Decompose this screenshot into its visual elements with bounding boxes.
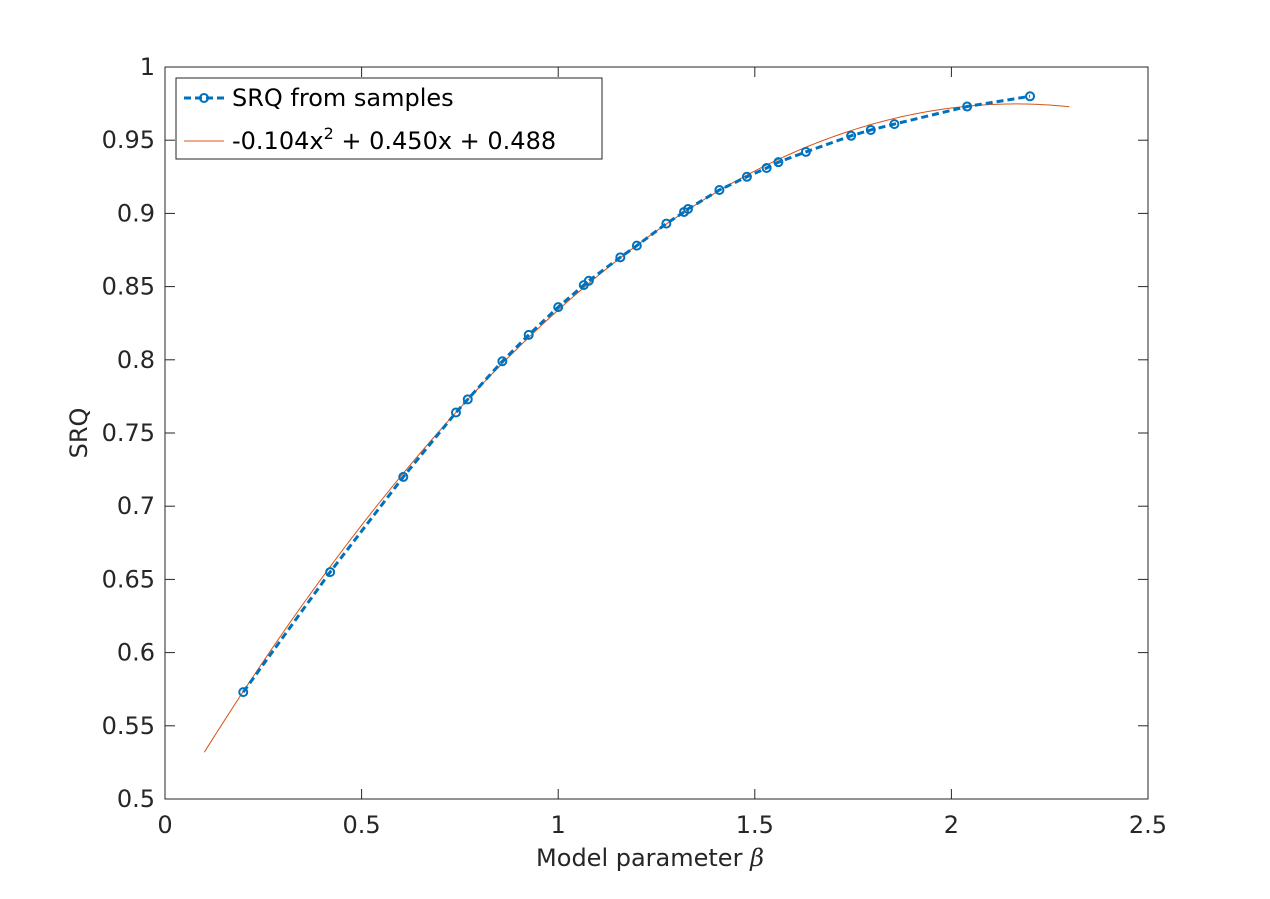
axis-ticks xyxy=(164,66,1149,800)
sample-point xyxy=(615,252,626,263)
y-tick-label: 0.75 xyxy=(102,419,155,447)
y-tick-label: 0.85 xyxy=(102,273,155,301)
y-tick-label: 1 xyxy=(140,53,155,81)
legend-fit-label: -0.104x2 + 0.450x + 0.488 xyxy=(232,124,556,155)
y-tick-label: 0.65 xyxy=(102,565,155,593)
x-tick-label: 1 xyxy=(551,811,566,839)
sample-point xyxy=(398,471,409,482)
sample-point xyxy=(583,275,594,286)
sample-series-layer xyxy=(238,91,1036,698)
sample-point xyxy=(661,218,672,229)
y-tick-label: 0.95 xyxy=(102,126,155,154)
axis-tick-labels: 0 0.5 1 1.5 2 2.50.50.550.60.650.70.750.80.85… xyxy=(102,53,1168,839)
sample-point xyxy=(741,171,752,182)
sample-point xyxy=(450,407,461,418)
legend-fit-rest: + 0.450x + 0.488 xyxy=(334,127,556,155)
y-tick-label: 0.6 xyxy=(117,639,155,667)
y-axis-title: SRQ xyxy=(65,408,93,459)
sample-line xyxy=(242,94,1031,694)
sample-point xyxy=(1025,91,1036,102)
sample-point xyxy=(553,302,564,313)
legend-fit-main: -0.104x xyxy=(232,127,324,155)
plot-area xyxy=(164,66,1149,800)
sample-point xyxy=(761,163,772,174)
legend-fit-exponent: 2 xyxy=(324,124,334,143)
sample-point xyxy=(846,130,857,141)
y-tick-label: 0.8 xyxy=(117,346,155,374)
sample-point xyxy=(238,687,249,698)
y-tick-label: 0.9 xyxy=(117,199,155,227)
sample-point xyxy=(523,329,534,340)
sample-point xyxy=(714,184,725,195)
x-tick-label: 2.5 xyxy=(1129,811,1167,839)
sample-point xyxy=(325,567,336,578)
y-tick-label: 0.55 xyxy=(102,712,155,740)
sample-point xyxy=(889,119,900,130)
y-tick-label: 0.7 xyxy=(117,492,155,520)
x-axis-title: Model parameter β xyxy=(536,844,764,872)
sample-point xyxy=(462,394,473,405)
x-tick-label: 0.5 xyxy=(343,811,381,839)
x-tick-label: 0 xyxy=(157,811,172,839)
legend-sample-label: SRQ from samples xyxy=(232,84,454,112)
sample-point xyxy=(800,146,811,157)
x-tick-label: 2 xyxy=(944,811,959,839)
sample-point xyxy=(962,101,973,112)
sample-point xyxy=(631,240,642,251)
x-axis-symbol: β xyxy=(749,844,764,872)
x-tick-label: 1.5 xyxy=(736,811,774,839)
y-tick-label: 0.5 xyxy=(117,785,155,813)
legend-sample-marker xyxy=(199,93,209,103)
sample-point xyxy=(682,204,693,215)
sample-point xyxy=(497,356,508,367)
sample-point xyxy=(773,157,784,168)
legend: SRQ from samples -0.104x2 + 0.450x + 0.4… xyxy=(175,77,603,160)
sample-point xyxy=(865,124,876,135)
legend-box xyxy=(175,77,603,160)
